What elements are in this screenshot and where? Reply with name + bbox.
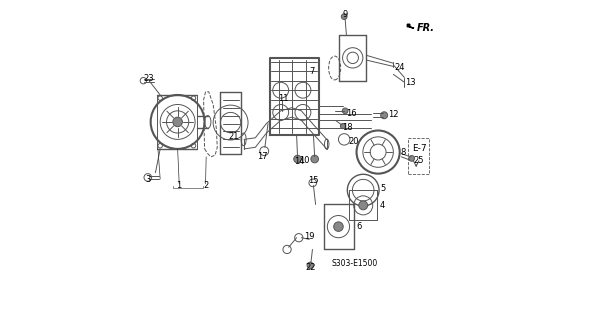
Text: 24: 24 [394,62,405,72]
Text: 15: 15 [308,176,319,185]
Text: 1: 1 [176,181,182,190]
Text: 23: 23 [143,74,154,83]
Text: 4: 4 [380,202,385,211]
Text: 11: 11 [278,94,288,103]
Text: 20: 20 [348,137,359,146]
Circle shape [409,156,415,161]
Circle shape [334,222,343,231]
Text: S303-E1500: S303-E1500 [332,259,378,268]
Circle shape [381,112,388,119]
Text: 25: 25 [413,156,424,165]
Text: 22: 22 [305,263,316,272]
Text: 14: 14 [294,157,304,166]
Circle shape [342,108,348,114]
Text: 8: 8 [401,148,406,156]
Text: E-7: E-7 [412,144,427,153]
Circle shape [341,14,347,20]
Circle shape [311,155,319,163]
Text: FR.: FR. [417,23,435,33]
Text: 13: 13 [405,78,416,87]
Text: 3: 3 [146,174,151,184]
Text: 7: 7 [310,67,315,76]
Circle shape [294,155,301,163]
Text: 12: 12 [388,109,398,118]
Text: 9: 9 [343,10,348,19]
Polygon shape [407,24,414,28]
Text: 21: 21 [228,132,238,141]
Text: 19: 19 [304,232,314,241]
Text: 6: 6 [356,222,361,231]
Circle shape [173,117,182,127]
Text: 2: 2 [203,181,208,190]
Circle shape [307,262,313,268]
Text: 5: 5 [380,184,385,193]
Text: 18: 18 [342,123,353,132]
Text: 10: 10 [299,156,309,165]
Text: 16: 16 [346,108,357,117]
Text: 17: 17 [257,152,268,161]
Circle shape [340,124,345,129]
Circle shape [359,201,368,210]
